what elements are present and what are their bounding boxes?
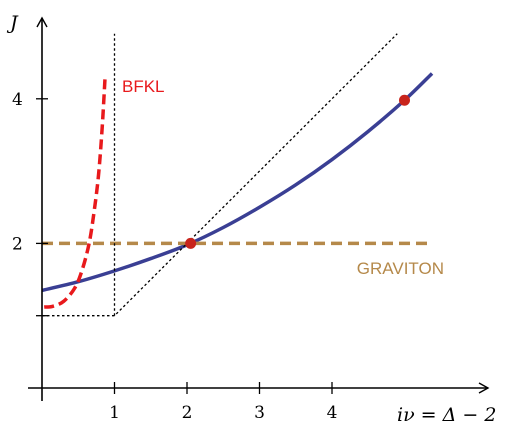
- y-tick-label-2: 2: [12, 234, 23, 254]
- labels-layer: 1 2 3 4 2 4 Jiν = Δ − 2 BFKL GRAVITON: [6, 12, 496, 426]
- axis-layer: [28, 16, 490, 401]
- data-point-1: [185, 237, 197, 249]
- x-axis-title: iν = Δ − 2: [397, 404, 496, 426]
- series-main-curve: [41, 72, 434, 293]
- series-layer: [41, 33, 434, 317]
- x-tick-label-1: 1: [109, 403, 120, 423]
- y-axis-title: J: [6, 12, 19, 34]
- series-bfkl: [44, 77, 107, 309]
- series-guide-line-3: [42, 33, 398, 317]
- x-tick-label-2: 2: [182, 403, 193, 423]
- label-graviton: GRAVITON: [357, 259, 444, 278]
- data-point-2: [399, 94, 410, 106]
- x-tick-label-4: 4: [327, 403, 338, 423]
- y-tick-label-4: 4: [12, 90, 23, 110]
- label-bfkl: BFKL: [122, 77, 165, 96]
- x-tick-label-3: 3: [254, 403, 265, 423]
